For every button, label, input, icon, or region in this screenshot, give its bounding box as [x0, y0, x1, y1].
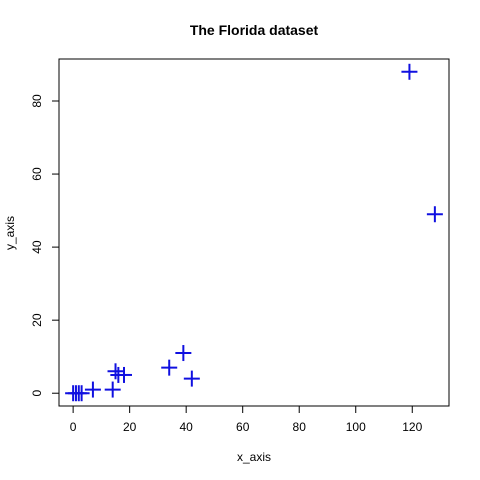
y-tick-label: 80	[30, 94, 44, 108]
data-point	[401, 63, 418, 80]
y-tick-label: 40	[30, 240, 44, 254]
plot-frame	[58, 58, 450, 407]
x-axis-label: x_axis	[237, 450, 271, 464]
data-point	[84, 381, 101, 398]
data-point	[73, 385, 90, 402]
x-tick-label: 60	[236, 420, 250, 434]
data-point	[107, 363, 124, 380]
chart-title: The Florida dataset	[190, 22, 319, 38]
y-axis-label: y_axis	[3, 216, 17, 250]
data-point	[161, 359, 178, 376]
data-point	[116, 366, 132, 383]
data-point	[426, 206, 443, 223]
y-tick-label: 60	[30, 167, 44, 181]
data-point	[183, 370, 200, 387]
x-tick-label: 80	[293, 420, 307, 434]
x-tick-label: 20	[123, 420, 137, 434]
y-tick-label: 0	[30, 390, 44, 397]
y-axis: 0 20 40 60 80	[30, 94, 60, 397]
data-point	[104, 381, 121, 398]
x-tick-label: 40	[179, 420, 193, 434]
x-axis: 0 20 40 60 80 100 120	[70, 405, 423, 434]
x-tick-label: 0	[70, 420, 77, 434]
data-point	[175, 345, 192, 362]
x-tick-label: 100	[346, 420, 366, 434]
data-points	[65, 63, 443, 402]
y-tick-label: 20	[30, 313, 44, 327]
x-tick-label: 120	[402, 420, 422, 434]
